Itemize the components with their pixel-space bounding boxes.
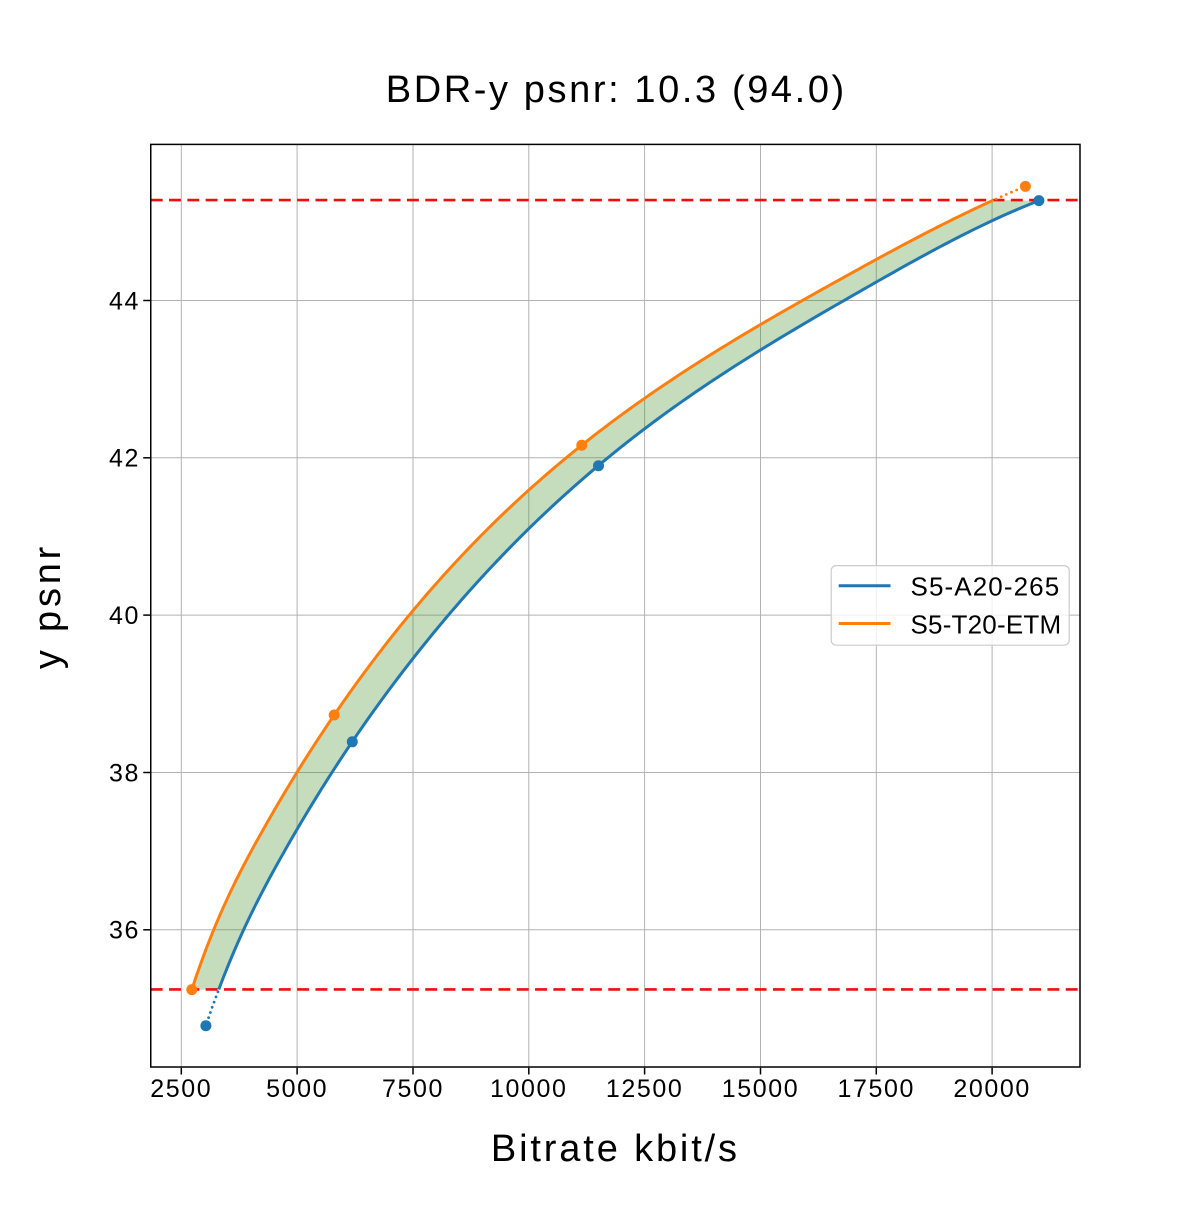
svg-text:38: 38 (109, 759, 140, 787)
svg-text:44: 44 (109, 287, 140, 315)
svg-text:36: 36 (109, 917, 140, 945)
svg-text:BDR-y psnr: 10.3 (94.0): BDR-y psnr: 10.3 (94.0) (386, 69, 847, 111)
svg-text:42: 42 (109, 445, 140, 473)
svg-text:7500: 7500 (382, 1075, 444, 1103)
svg-text:15000: 15000 (722, 1075, 800, 1103)
svg-text:12500: 12500 (606, 1075, 684, 1103)
svg-text:y psnr: y psnr (27, 543, 69, 669)
svg-text:5000: 5000 (266, 1075, 328, 1103)
svg-text:Bitrate kbit/s: Bitrate kbit/s (491, 1128, 740, 1170)
svg-text:S5-T20-ETM: S5-T20-ETM (911, 609, 1062, 639)
svg-text:40: 40 (109, 602, 140, 630)
svg-text:2500: 2500 (150, 1075, 212, 1103)
svg-text:17500: 17500 (838, 1075, 916, 1103)
svg-text:20000: 20000 (953, 1075, 1031, 1103)
svg-text:S5-A20-265: S5-A20-265 (911, 572, 1061, 602)
svg-text:10000: 10000 (490, 1075, 568, 1103)
